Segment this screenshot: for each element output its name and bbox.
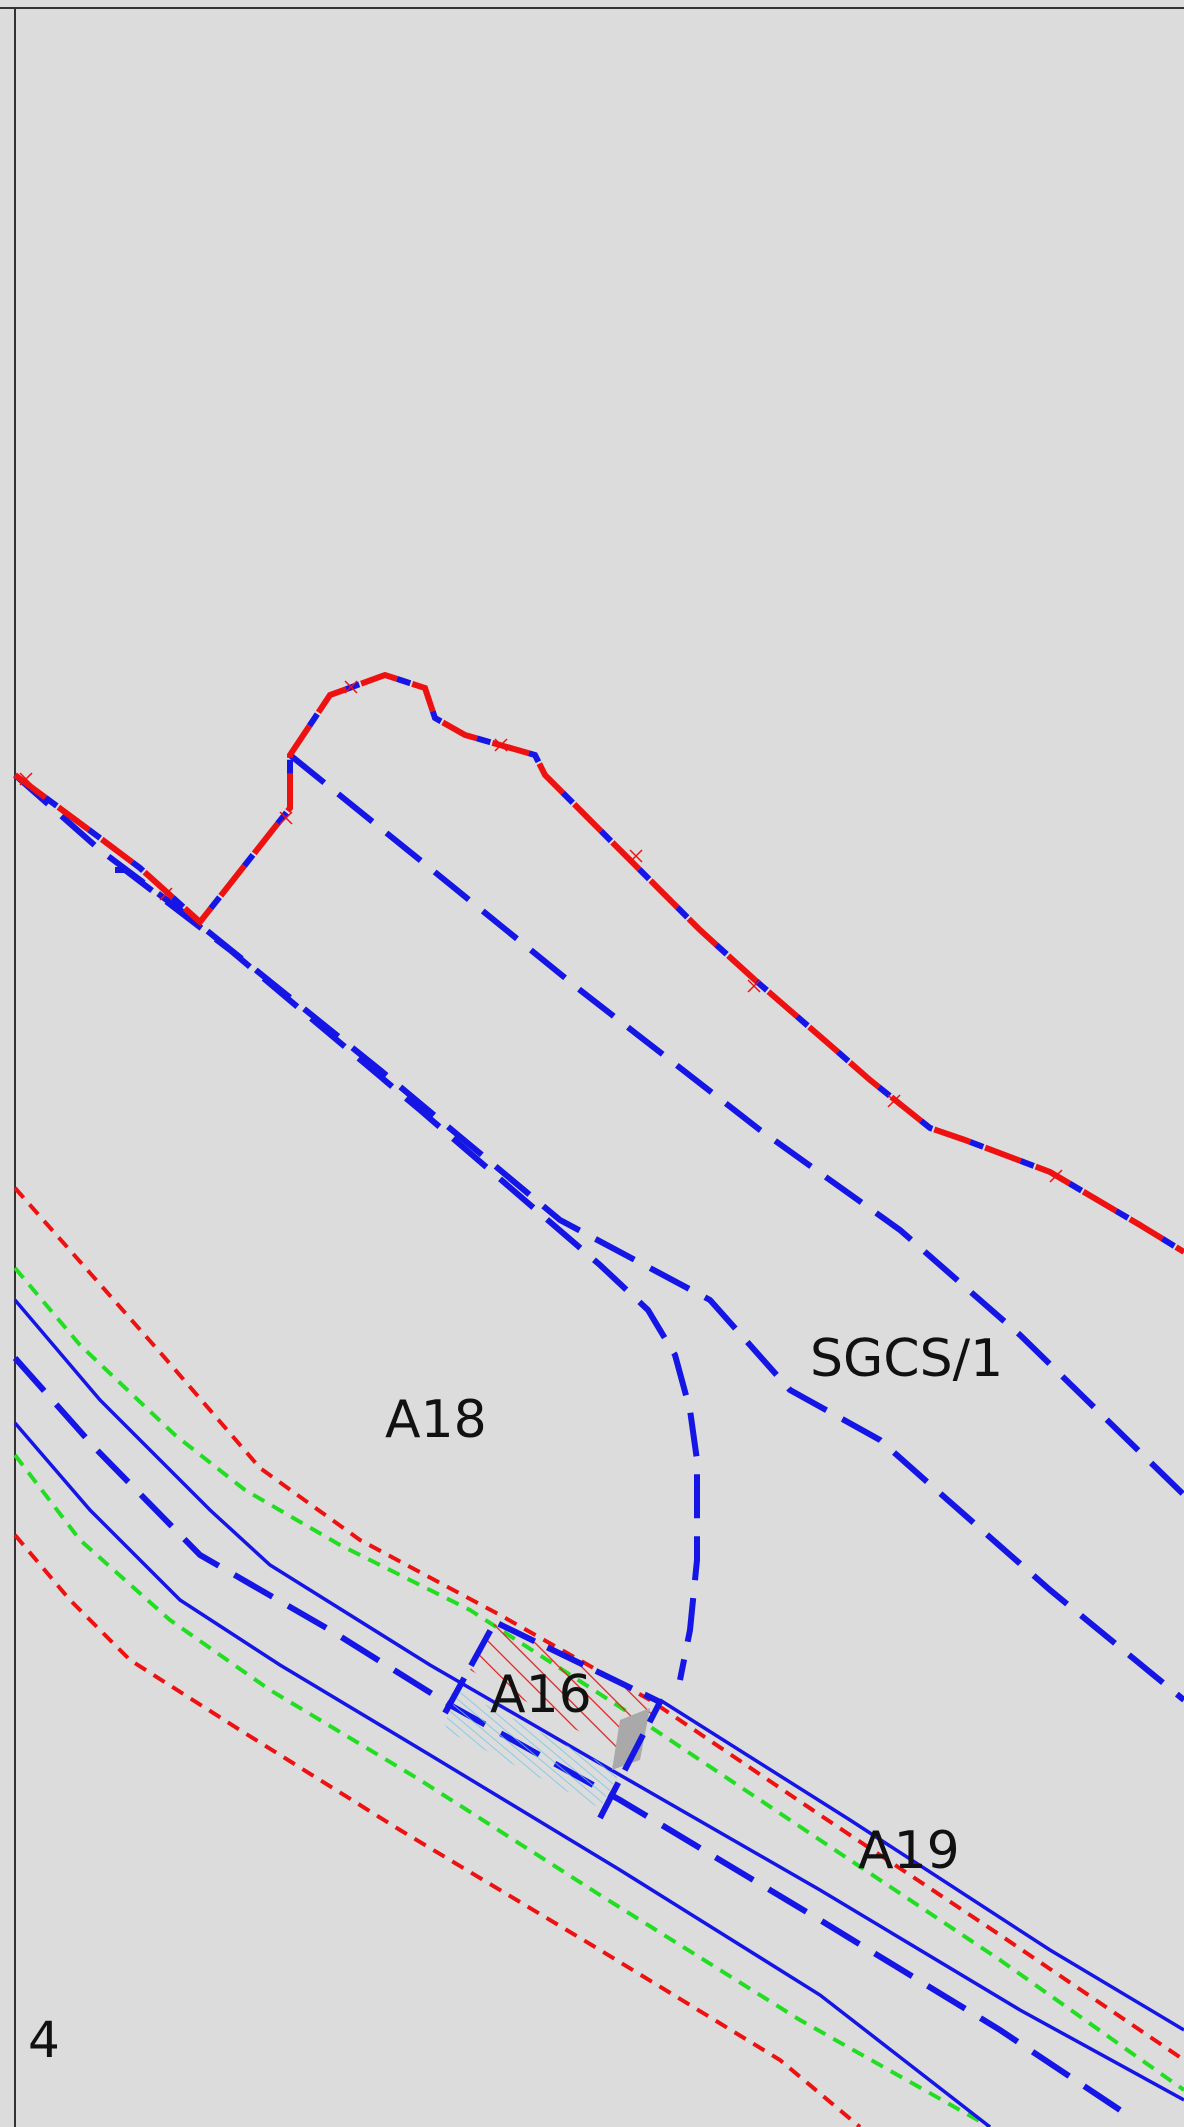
boundary-markers	[19, 680, 1063, 1183]
sgcs-upper-boundary	[288, 752, 1184, 1498]
boundary-marker	[344, 680, 358, 694]
boundary-marker	[159, 887, 173, 901]
boundary-marker	[1049, 1169, 1063, 1183]
sheet-number: 4	[28, 2011, 60, 2069]
parcel-a18-boundary	[115, 867, 700, 1681]
boundary-marker	[629, 849, 643, 863]
parcel-a16-red-hatch	[470, 1622, 660, 1760]
road-green-dashed-upper	[13, 1266, 1184, 2092]
parcel-a16-outline	[442, 1618, 665, 1820]
road-blue-solid-3	[659, 1698, 1184, 2032]
boundary-marker	[279, 811, 293, 825]
road-blue-solid-2	[13, 1421, 992, 2127]
road-red-dashed-lower	[13, 1533, 862, 2127]
boundary-marker	[19, 772, 33, 786]
label-a18: A18	[385, 1390, 487, 1450]
sgcs-lower-boundary	[13, 772, 1184, 1703]
parcel-a16-grey-fill	[612, 1708, 650, 1770]
parcel-a16-cyan-hatch	[445, 1688, 620, 1808]
label-a16: A16	[490, 1665, 592, 1725]
boundary-marker	[494, 738, 508, 752]
label-sgcs: SGCS/1	[810, 1329, 1003, 1389]
road-blue-solid-1	[13, 1298, 1184, 2102]
boundary-marker	[887, 1094, 901, 1108]
road-green-dashed-lower	[13, 1453, 991, 2127]
road-red-dashed-upper	[13, 1186, 1184, 2062]
label-a19: A19	[858, 1821, 960, 1881]
boundary-marker	[747, 979, 761, 993]
boundary-red-dashed	[13, 671, 1184, 1255]
